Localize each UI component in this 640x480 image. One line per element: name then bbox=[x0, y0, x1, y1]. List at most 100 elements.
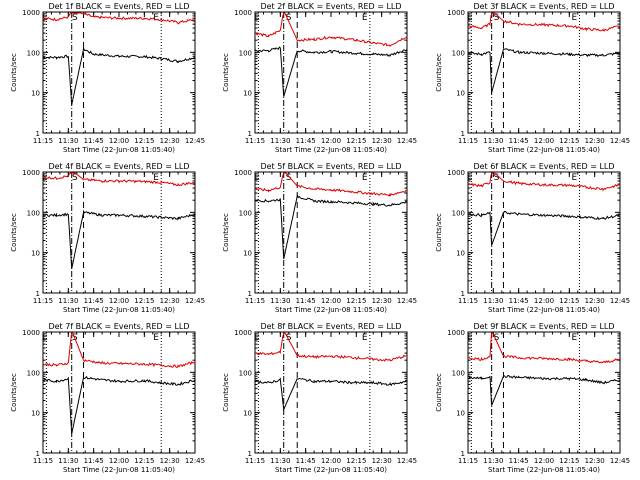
panel-4: Det 4f BLACK = Events, RED = LLD 1 10 100 10… bbox=[10, 162, 205, 314]
x-axis-label: Start Time (22-Jun-08 11:05:40) bbox=[275, 306, 387, 314]
series-lld bbox=[42, 12, 196, 25]
marker-label-e: E bbox=[153, 333, 159, 343]
y-tick-label: 10 bbox=[31, 250, 40, 258]
plot-frame bbox=[254, 331, 408, 454]
x-tick-label: 11:45 bbox=[296, 457, 316, 465]
marker-label-s: S bbox=[494, 333, 500, 343]
plot-frame bbox=[42, 11, 196, 134]
x-tick-label: 12:15 bbox=[346, 297, 366, 305]
y-tick-label: 10 bbox=[243, 250, 252, 258]
series-lld bbox=[42, 172, 196, 187]
y-tick-label: 100 bbox=[27, 209, 40, 217]
x-tick-label: 11:45 bbox=[84, 297, 104, 305]
series-events bbox=[254, 194, 408, 260]
series-events bbox=[467, 374, 621, 406]
series-events bbox=[467, 210, 621, 246]
panel-title: Det 6f BLACK = Events, RED = LLD bbox=[473, 162, 614, 171]
x-tick-label: 12:30 bbox=[372, 137, 392, 145]
series-events bbox=[42, 47, 196, 105]
y-tick-label: 1 bbox=[248, 130, 252, 138]
panel-title: Det 7f BLACK = Events, RED = LLD bbox=[48, 322, 189, 331]
y-axis-label: Counts/sec bbox=[10, 53, 18, 92]
marker-label-e: E bbox=[153, 173, 159, 183]
x-tick-label: 12:15 bbox=[134, 297, 154, 305]
y-tick-label: 100 bbox=[239, 369, 252, 377]
x-tick-label: 12:30 bbox=[585, 137, 605, 145]
panel-2: Det 2f BLACK = Events, RED = LLD 1 10 100 10… bbox=[222, 2, 417, 154]
marker-label-e: E bbox=[467, 173, 473, 183]
y-tick-label: 100 bbox=[239, 49, 252, 57]
marker-label-s: S bbox=[286, 13, 292, 23]
y-tick-label: 1000 bbox=[234, 9, 252, 17]
x-tick-label: 11:45 bbox=[296, 297, 316, 305]
x-tick-label: 12:00 bbox=[109, 137, 129, 145]
x-tick-label: 11:45 bbox=[509, 457, 529, 465]
x-tick-label: 12:00 bbox=[321, 297, 341, 305]
plot-frame bbox=[42, 171, 196, 294]
x-tick-label: 12:00 bbox=[534, 297, 554, 305]
x-tick-label: 12:00 bbox=[534, 137, 554, 145]
x-tick-label: 11:30 bbox=[483, 297, 503, 305]
panel-1: Det 1f BLACK = Events, RED = LLD 1 10 100 10… bbox=[10, 2, 205, 154]
x-tick-label: 11:30 bbox=[270, 297, 290, 305]
x-tick-label: 11:45 bbox=[296, 137, 316, 145]
x-tick-label: 11:30 bbox=[483, 137, 503, 145]
marker-label-s: S bbox=[72, 173, 78, 183]
x-tick-label: 11:15 bbox=[33, 137, 53, 145]
x-tick-label: 12:15 bbox=[346, 457, 366, 465]
y-tick-label: 10 bbox=[243, 90, 252, 98]
y-tick-label: 1 bbox=[36, 290, 40, 298]
x-axis-label: Start Time (22-Jun-08 11:05:40) bbox=[275, 146, 387, 154]
y-axis-label: Counts/sec bbox=[10, 373, 18, 412]
y-tick-label: 1000 bbox=[22, 329, 40, 337]
panel-title: Det 8f BLACK = Events, RED = LLD bbox=[260, 322, 401, 331]
x-tick-label: 12:45 bbox=[397, 457, 417, 465]
y-tick-label: 1000 bbox=[234, 169, 252, 177]
y-axis-label: Counts/sec bbox=[435, 213, 443, 252]
y-tick-label: 1 bbox=[36, 450, 40, 458]
y-tick-label: 100 bbox=[239, 209, 252, 217]
marker-label-e: E bbox=[42, 173, 48, 183]
y-axis-label: Counts/sec bbox=[222, 213, 230, 252]
panel-9: Det 9f BLACK = Events, RED = LLD 1 10 100 10… bbox=[435, 322, 630, 474]
x-tick-label: 12:00 bbox=[109, 457, 129, 465]
y-tick-label: 10 bbox=[243, 410, 252, 418]
panel-title: Det 5f BLACK = Events, RED = LLD bbox=[260, 162, 401, 171]
x-tick-label: 11:30 bbox=[58, 297, 78, 305]
series-lld bbox=[254, 172, 408, 197]
x-tick-label: 12:30 bbox=[160, 457, 180, 465]
series-events bbox=[467, 48, 621, 93]
x-tick-label: 12:45 bbox=[185, 457, 205, 465]
x-axis-label: Start Time (22-Jun-08 11:05:40) bbox=[275, 466, 387, 474]
marker-label-s: S bbox=[494, 173, 500, 183]
y-tick-label: 1000 bbox=[22, 169, 40, 177]
y-tick-label: 1000 bbox=[234, 329, 252, 337]
x-tick-label: 12:00 bbox=[321, 457, 341, 465]
panel-5: Det 5f BLACK = Events, RED = LLD 1 10 100 10… bbox=[222, 162, 417, 314]
y-tick-label: 10 bbox=[456, 90, 465, 98]
plot-frame bbox=[42, 331, 196, 454]
y-tick-label: 1 bbox=[461, 130, 465, 138]
x-tick-label: 12:30 bbox=[585, 457, 605, 465]
y-tick-label: 10 bbox=[31, 410, 40, 418]
x-tick-label: 11:30 bbox=[58, 137, 78, 145]
marker-label-e: E bbox=[362, 333, 368, 343]
x-tick-label: 12:30 bbox=[585, 297, 605, 305]
x-tick-label: 12:30 bbox=[372, 297, 392, 305]
x-tick-label: 11:15 bbox=[33, 297, 53, 305]
marker-label-e: E bbox=[571, 13, 577, 23]
marker-label-e: E bbox=[467, 13, 473, 23]
series-lld bbox=[255, 12, 408, 48]
marker-label-e: E bbox=[254, 173, 260, 183]
y-tick-label: 10 bbox=[456, 410, 465, 418]
x-tick-label: 11:15 bbox=[458, 137, 478, 145]
x-tick-label: 12:30 bbox=[372, 457, 392, 465]
series-lld bbox=[467, 172, 621, 192]
marker-label-e: E bbox=[254, 333, 260, 343]
x-tick-label: 11:30 bbox=[58, 457, 78, 465]
marker-label-s: S bbox=[494, 13, 500, 23]
x-tick-label: 12:45 bbox=[610, 137, 630, 145]
series-lld bbox=[254, 332, 408, 362]
y-axis-label: Counts/sec bbox=[435, 373, 443, 412]
